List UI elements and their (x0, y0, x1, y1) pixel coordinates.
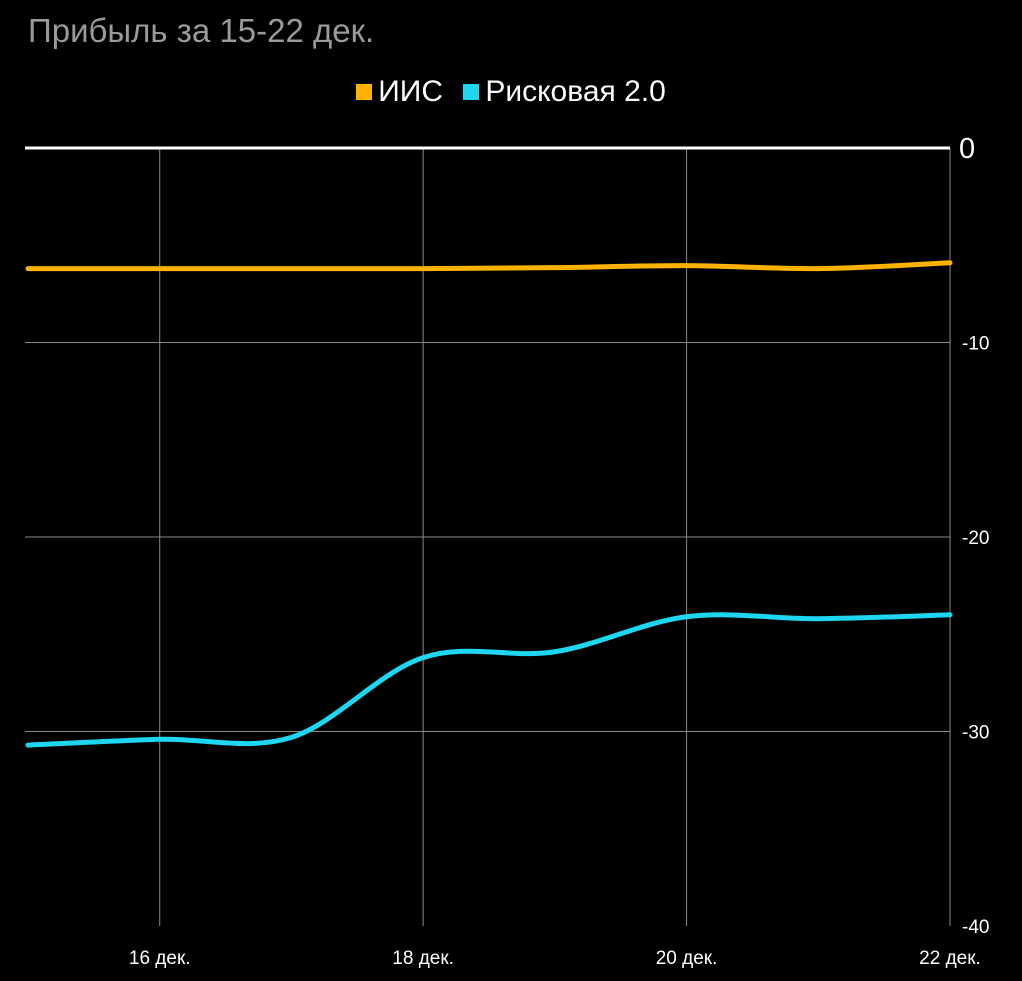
y-tick-label: -30 (962, 723, 989, 744)
chart-title: Прибыль за 15-22 дек. (28, 12, 375, 49)
x-tick-label: 22 дек. (919, 948, 981, 969)
y-tick-label: 0 (959, 133, 975, 165)
legend-label-iis: ИИС (378, 75, 443, 108)
tick-labels: 16 дек. 18 дек. 20 дек. 22 дек. 0 -10 -20 -30 -4… (129, 133, 990, 969)
legend-swatch-iis (356, 84, 373, 100)
x-tick-label: 20 дек. (656, 948, 718, 969)
legend-label-risk: Рисковая 2.0 (485, 75, 666, 108)
y-tick-label: -10 (962, 334, 989, 355)
legend-swatch-risk (463, 84, 480, 100)
legend-item-iis[interactable]: ИИС (356, 75, 443, 109)
horizontal-gridlines (25, 146, 950, 732)
legend-item-risk[interactable]: Рисковая 2.0 (463, 75, 666, 109)
y-tick-label: -20 (962, 528, 989, 549)
series-layer (25, 260, 953, 748)
y-tick-label: -40 (962, 917, 989, 938)
series-line-0 (25, 260, 953, 272)
series-line-1 (25, 612, 953, 748)
legend: ИИС Рисковая 2.0 (0, 74, 1022, 109)
x-tick-label: 18 дек. (392, 948, 454, 969)
x-tick-label: 16 дек. (129, 948, 191, 969)
